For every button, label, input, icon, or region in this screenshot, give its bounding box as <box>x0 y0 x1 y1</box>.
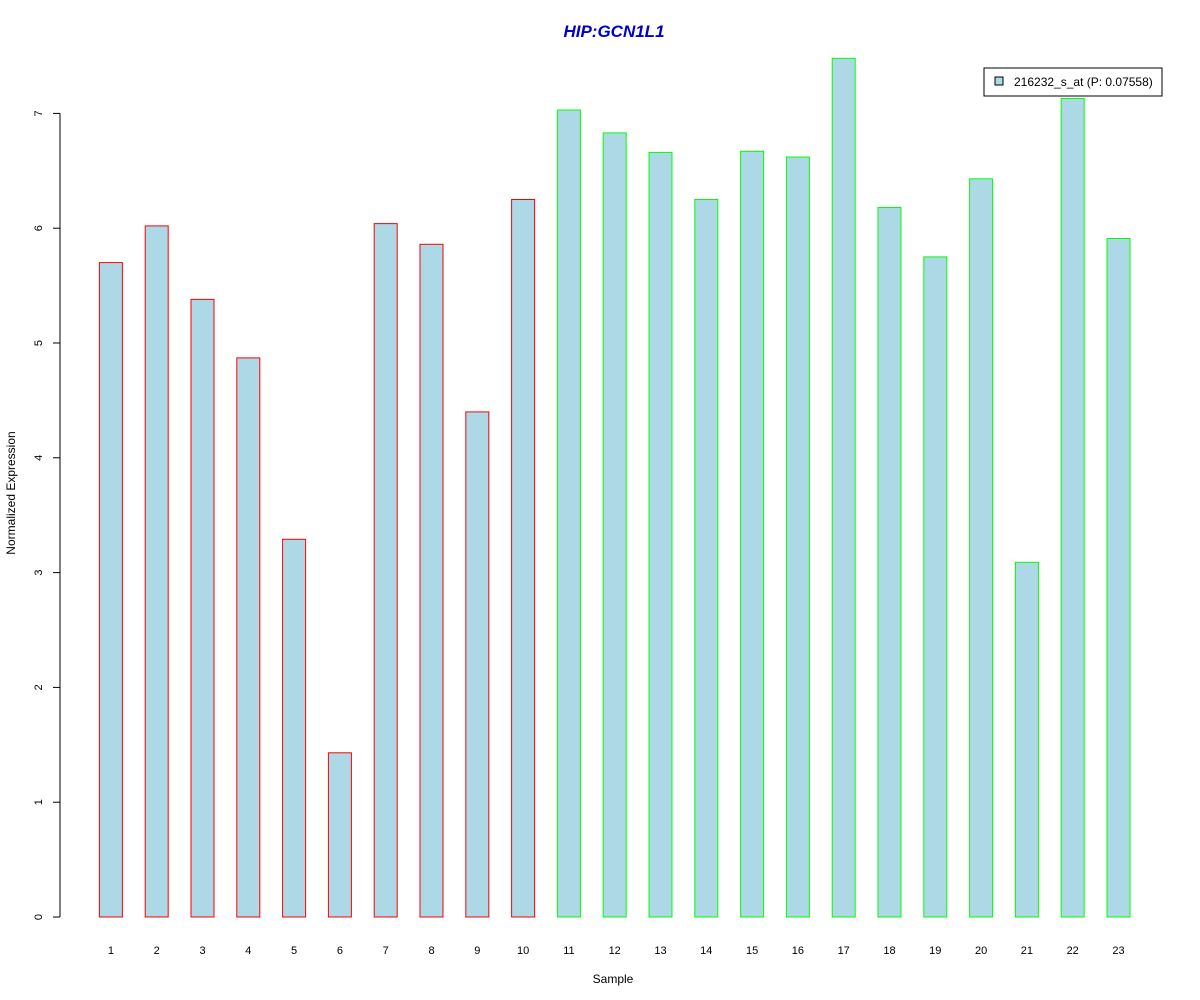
x-tick-label-19: 19 <box>929 945 941 957</box>
bar-sample-13 <box>648 151 673 918</box>
x-tick-label-17: 17 <box>838 945 850 957</box>
x-tick-label-2: 2 <box>154 945 160 957</box>
x-tick-label-5: 5 <box>291 945 297 957</box>
x-tick-label-23: 23 <box>1112 945 1124 957</box>
x-tick-label-18: 18 <box>883 945 895 957</box>
x-tick-label-20: 20 <box>975 945 987 957</box>
bar-sample-15 <box>740 150 765 918</box>
x-tick-label-11: 11 <box>563 945 574 957</box>
bar-sample-20 <box>969 178 994 918</box>
bar-sample-18 <box>877 207 902 918</box>
y-tick-label: 7 <box>33 110 45 116</box>
bar-sample-3 <box>190 298 215 918</box>
bar-sample-5 <box>282 538 307 918</box>
bar-sample-4 <box>236 357 261 918</box>
bar-sample-16 <box>785 156 810 918</box>
x-tick-label-22: 22 <box>1067 945 1079 957</box>
bar-sample-17 <box>831 57 856 918</box>
y-tick-label: 4 <box>33 455 45 461</box>
bar-sample-22 <box>1060 98 1085 918</box>
x-tick-labels: 1 2 3 4 5 6 7 8 9 10 11 12 13 14 15 16 17 18 19 20 21 22 23 <box>108 945 1125 957</box>
x-tick-label-13: 13 <box>654 945 666 957</box>
bar-sample-14 <box>694 199 719 918</box>
x-tick-label-6: 6 <box>337 945 343 957</box>
legend-box <box>983 67 1163 97</box>
bar-sample-8 <box>419 243 444 918</box>
bar-sample-11 <box>556 109 581 918</box>
x-tick-label-7: 7 <box>383 945 389 957</box>
x-tick-label-12: 12 <box>609 945 621 957</box>
y-tick-label: 2 <box>33 684 45 690</box>
legend: 216232_s_at (P: 0.07558) <box>983 67 1163 97</box>
x-tick-label-14: 14 <box>700 945 712 957</box>
legend-label: 216232_s_at (P: 0.07558) <box>1014 75 1153 89</box>
bar-sample-6 <box>327 752 352 918</box>
bar-sample-10 <box>511 199 536 918</box>
x-tick-label-10: 10 <box>517 945 529 957</box>
bar-sample-21 <box>1014 561 1039 918</box>
bars-group <box>98 57 1131 918</box>
y-axis: 0 1 2 3 4 5 6 7 <box>33 110 61 920</box>
x-axis-label: Sample <box>593 972 634 986</box>
x-tick-label-4: 4 <box>245 945 251 957</box>
x-tick-label-9: 9 <box>474 945 480 957</box>
bar-sample-9 <box>465 411 490 918</box>
y-tick-label: 5 <box>33 340 45 346</box>
x-tick-label-8: 8 <box>428 945 434 957</box>
legend-swatch <box>994 76 1004 86</box>
x-tick-label-15: 15 <box>746 945 758 957</box>
bar-sample-19 <box>923 256 948 918</box>
y-tick-label: 3 <box>33 570 45 576</box>
bar-sample-7 <box>373 223 398 918</box>
y-axis-label: Normalized Expression <box>4 431 18 554</box>
bar-sample-1 <box>98 262 123 918</box>
bar-sample-23 <box>1106 238 1131 918</box>
chart-title: HIP:GCN1L1 <box>563 22 664 41</box>
x-tick-label-16: 16 <box>792 945 804 957</box>
y-tick-label: 0 <box>33 914 45 920</box>
bar-sample-2 <box>144 225 169 918</box>
x-tick-label-3: 3 <box>199 945 205 957</box>
y-tick-label: 6 <box>33 225 45 231</box>
y-tick-label: 1 <box>33 799 45 805</box>
x-tick-label-1: 1 <box>108 945 114 957</box>
bar-sample-12 <box>602 132 627 918</box>
x-tick-label-21: 21 <box>1021 945 1033 957</box>
